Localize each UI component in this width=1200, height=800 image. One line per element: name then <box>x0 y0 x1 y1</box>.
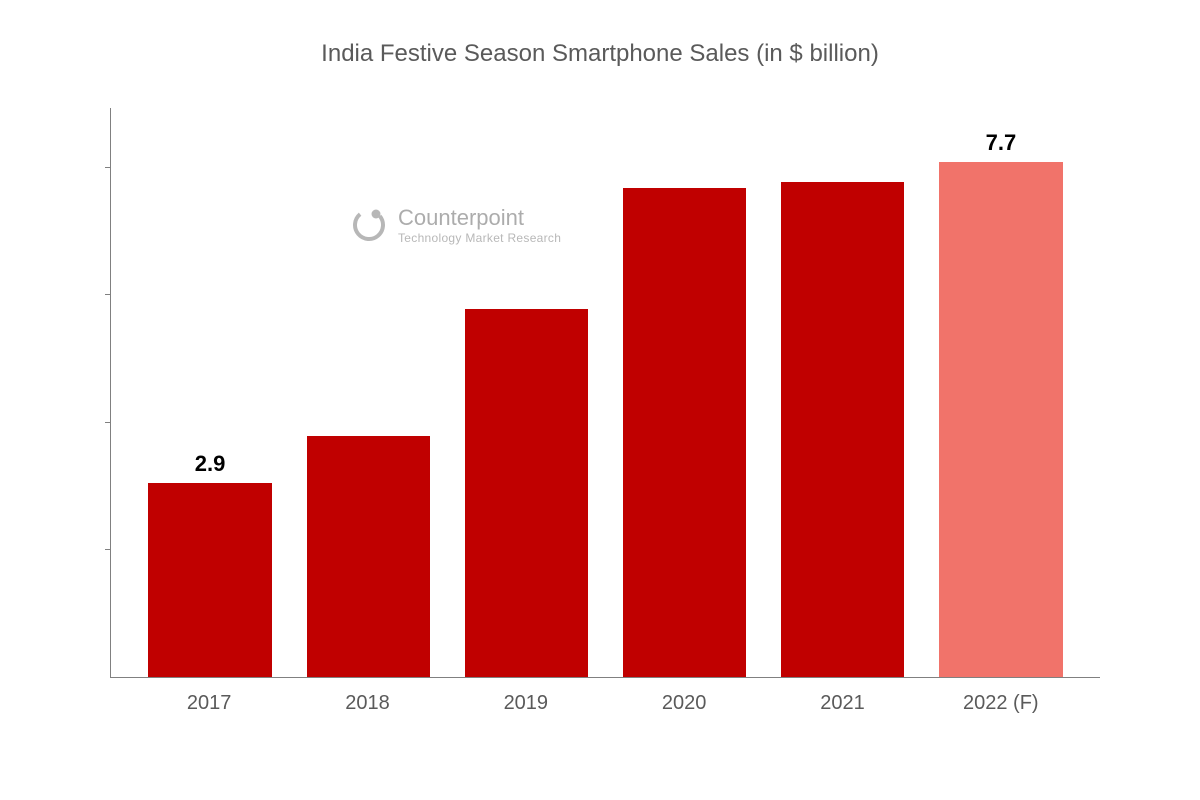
x-axis-label: 2018 <box>288 692 446 715</box>
bar-group <box>447 108 605 677</box>
chart-title: India Festive Season Smartphone Sales (i… <box>100 40 1100 68</box>
bar <box>939 162 1062 677</box>
bar-group <box>606 108 764 677</box>
chart-container: India Festive Season Smartphone Sales (i… <box>100 40 1100 720</box>
bar <box>148 483 271 677</box>
bar-group: 2.9 <box>131 108 289 677</box>
bar-group <box>289 108 447 677</box>
y-tick <box>105 422 111 423</box>
y-tick <box>105 167 111 168</box>
bar-value-label: 2.9 <box>195 451 226 477</box>
x-axis-label: 2019 <box>447 692 605 715</box>
x-axis-label: 2022 (F) <box>922 692 1080 715</box>
y-tick <box>105 294 111 295</box>
bar <box>623 188 746 677</box>
y-tick <box>105 549 111 550</box>
x-axis-label: 2021 <box>763 692 921 715</box>
x-axis-label: 2017 <box>130 692 288 715</box>
x-axis: 201720182019202020212022 (F) <box>110 692 1100 715</box>
bar-group <box>764 108 922 677</box>
plot-area: 2.9 7.7 <box>110 108 1100 678</box>
bar-value-label: 7.7 <box>986 130 1017 156</box>
bar <box>781 182 904 677</box>
bar-group: 7.7 <box>922 108 1080 677</box>
x-axis-label: 2020 <box>605 692 763 715</box>
bar <box>307 436 430 677</box>
bar <box>465 309 588 677</box>
